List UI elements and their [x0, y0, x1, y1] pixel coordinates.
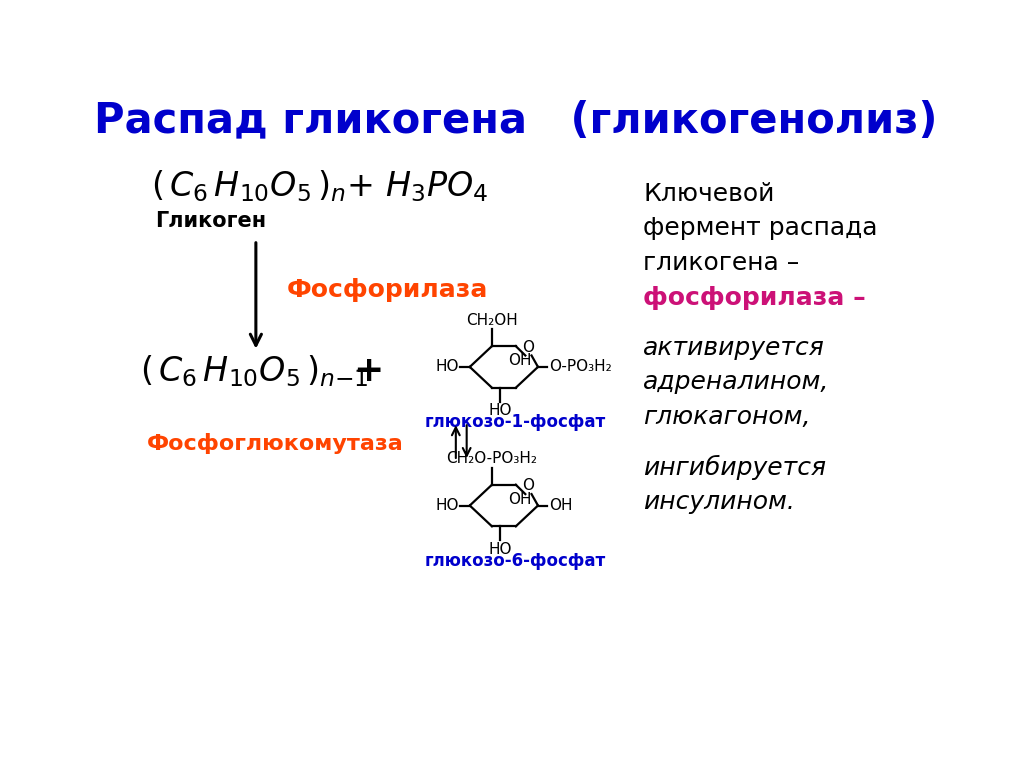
Text: адреналином,: адреналином,	[643, 370, 829, 394]
Text: глюкозо-1-фосфат: глюкозо-1-фосфат	[425, 413, 606, 431]
Text: O-PO₃H₂: O-PO₃H₂	[549, 360, 611, 374]
Text: CH₂OH: CH₂OH	[466, 313, 518, 328]
Text: гликогена –: гликогена –	[643, 251, 800, 275]
Text: Фосфорилаза: Фосфорилаза	[287, 278, 488, 302]
Text: HO: HO	[488, 542, 512, 557]
Text: OH: OH	[549, 498, 572, 513]
Text: инсулином.: инсулином.	[643, 489, 796, 514]
Text: CH₂O-PO₃H₂: CH₂O-PO₃H₂	[446, 451, 538, 466]
Text: OH: OH	[508, 492, 531, 507]
Text: Распад гликогена   (гликогенолиз): Распад гликогена (гликогенолиз)	[94, 100, 937, 142]
Text: Гликоген: Гликоген	[155, 211, 266, 231]
Text: HO: HO	[435, 360, 459, 374]
Text: OH: OH	[508, 354, 531, 368]
Text: +: +	[353, 354, 383, 388]
Text: HO: HO	[435, 498, 459, 513]
Text: $( \, C_6 \, H_{10} O_5 \, )_n$$+\ H_3PO_4$: $( \, C_6 \, H_{10} O_5 \, )_n$$+\ H_3PO…	[152, 168, 488, 204]
Text: фосфорилаза –: фосфорилаза –	[643, 285, 866, 310]
Text: активируется: активируется	[643, 336, 825, 360]
Text: O: O	[522, 340, 535, 354]
Text: Фосфоглюкомутаза: Фосфоглюкомутаза	[147, 433, 404, 454]
Text: глюкагоном,: глюкагоном,	[643, 405, 811, 429]
Text: HO: HO	[488, 403, 512, 418]
Text: фермент распада: фермент распада	[643, 216, 878, 240]
Text: глюкозо-6-фосфат: глюкозо-6-фосфат	[425, 551, 606, 570]
Text: ингибируется: ингибируется	[643, 455, 826, 479]
Text: O: O	[522, 479, 535, 493]
Text: Ключевой: Ключевой	[643, 182, 775, 206]
Text: $( \, C_6 \, H_{10} O_5 \, )_{n\mathsf{-}1}$: $( \, C_6 \, H_{10} O_5 \, )_{n\mathsf{-…	[139, 353, 369, 389]
